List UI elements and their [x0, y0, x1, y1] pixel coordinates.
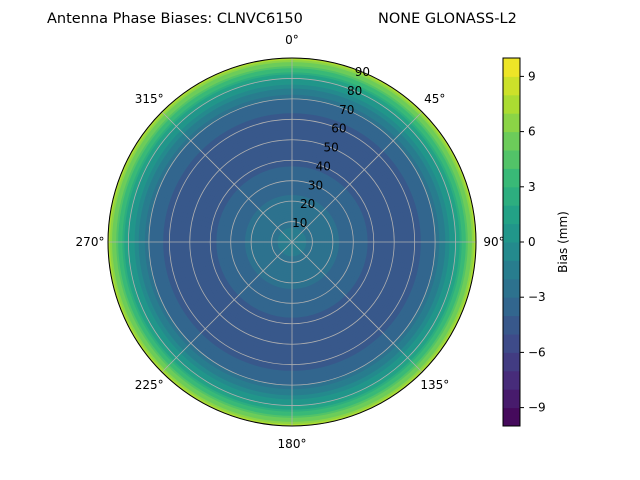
colorbar-band — [503, 168, 520, 188]
colorbar-tick-label: −9 — [528, 401, 546, 415]
colorbar-band — [503, 352, 520, 372]
theta-tick-label: 315° — [135, 92, 164, 106]
colorbar-band — [503, 186, 520, 206]
colorbar-band — [503, 113, 520, 133]
colorbar-band — [503, 370, 520, 390]
colorbar-tick-label: 0 — [528, 235, 536, 249]
colorbar-band — [503, 150, 520, 169]
colorbar-tick-label: 6 — [528, 125, 536, 139]
radial-tick-label: 30 — [308, 178, 323, 192]
grid-spoke — [161, 111, 293, 243]
colorbar-tick-label: 9 — [528, 69, 536, 83]
radial-tick-label: 10 — [292, 216, 307, 230]
grid-spoke — [161, 241, 293, 373]
theta-tick-label: 0° — [285, 33, 299, 47]
colorbar: −9 −6 −3 0 3 6 9 Bias (mm) — [502, 57, 570, 427]
grid-spoke — [291, 111, 423, 243]
colorbar-band — [503, 278, 520, 298]
radial-tick-labels: 10 20 30 40 50 60 70 80 90 — [292, 65, 370, 230]
colorbar-band — [503, 242, 520, 261]
colorbar-band — [503, 58, 520, 77]
grid-spoke — [291, 241, 423, 373]
colorbar-band — [503, 131, 520, 151]
radial-tick-label: 60 — [331, 122, 346, 136]
theta-tick-labels: 0° 45° 90° 135° 180° 225° 270° 315° — [76, 33, 505, 451]
radial-tick-label: 40 — [316, 159, 331, 173]
colorbar-band — [503, 94, 520, 114]
radial-tick-label: 80 — [347, 84, 362, 98]
radial-tick-label: 90 — [355, 65, 370, 79]
colorbar-ticks: −9 −6 −3 0 3 6 9 — [520, 69, 546, 415]
colorbar-band — [503, 205, 520, 225]
theta-tick-label: 270° — [76, 235, 105, 249]
colorbar-band — [503, 297, 520, 317]
chart-title-right: NONE GLONASS-L2 — [378, 11, 517, 27]
colorbar-band — [503, 260, 520, 280]
theta-tick-label: 225° — [135, 378, 164, 392]
theta-tick-label: 90° — [483, 235, 504, 249]
colorbar-label: Bias (mm) — [556, 211, 570, 273]
colorbar-tick-label: 3 — [528, 180, 536, 194]
polar-frame — [107, 57, 477, 427]
theta-tick-label: 180° — [278, 437, 307, 451]
colorbar-band — [503, 334, 520, 353]
colorbar-tick-label: −3 — [528, 290, 546, 304]
colorbar-tick-label: −6 — [528, 345, 546, 359]
chart-title-left: Antenna Phase Biases: CLNVC6150 — [47, 11, 303, 27]
colorbar-band — [503, 223, 520, 243]
colorbar-band — [503, 315, 520, 335]
radial-tick-label: 70 — [339, 103, 354, 117]
colorbar-bands — [503, 58, 520, 427]
colorbar-band — [503, 76, 520, 96]
polar-grid — [107, 57, 477, 427]
theta-tick-label: 45° — [424, 92, 445, 106]
radial-tick-label: 50 — [323, 141, 338, 155]
radial-tick-label: 20 — [300, 197, 315, 211]
colorbar-band — [503, 407, 520, 427]
colorbar-band — [503, 389, 520, 409]
theta-tick-label: 135° — [420, 378, 449, 392]
